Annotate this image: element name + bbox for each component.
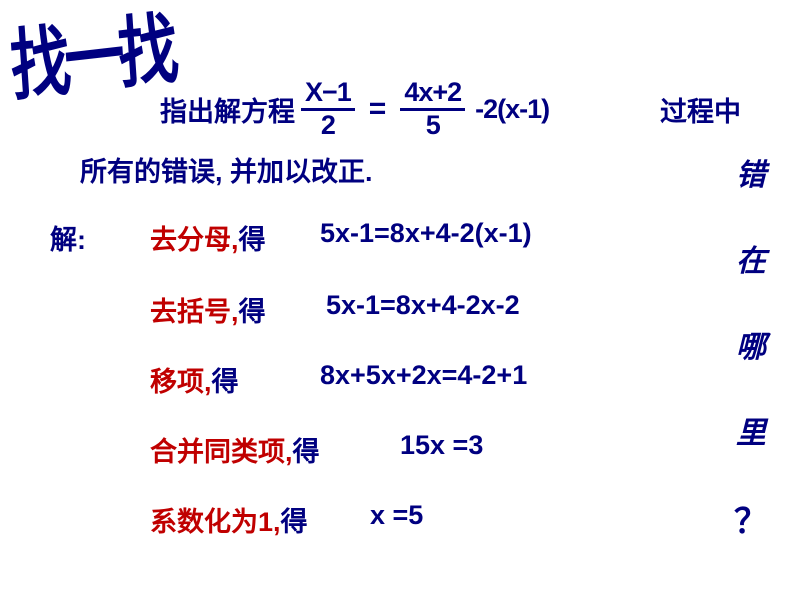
step3-expression: 8x+5x+2x=4-2+1	[320, 360, 527, 390]
frac2-numerator: 4x+2	[400, 78, 465, 111]
step4-expression: 15x =3	[400, 430, 483, 460]
step-5-expr: x =5	[370, 500, 423, 531]
v-char-3: 哪	[734, 322, 768, 366]
step-3-label: 移项,得	[150, 360, 239, 399]
step-1-label: 去分母,得	[150, 218, 266, 257]
frac2-denominator: 5	[422, 111, 444, 141]
v-char-4: 里	[734, 408, 768, 452]
problem-statement: 指出解方程 X−1 2 = 4x+2 5 -2(x-1)	[160, 78, 549, 140]
step-5-label: 系数化为1,得	[150, 500, 308, 539]
step1-expression: 5x-1=8x+4-2(x-1)	[320, 218, 532, 248]
step-1-expr: 5x-1=8x+4-2(x-1)	[320, 218, 532, 249]
step2-de: 得	[239, 297, 266, 327]
vertical-text: 错 在 哪 里 ？	[734, 150, 768, 585]
problem-lead: 指出解方程	[160, 90, 295, 129]
fraction-2: 4x+2 5	[400, 78, 465, 140]
step1-name: 去分母,	[150, 225, 239, 255]
step2-name: 去括号,	[150, 297, 239, 327]
step4-name: 合并同类项,	[150, 437, 293, 467]
v-char-1: 错	[734, 150, 768, 194]
v-char-2: 在	[734, 236, 768, 280]
step5-name: 系数化为1,	[150, 507, 281, 537]
step3-de: 得	[212, 367, 239, 397]
problem-after: 过程中	[660, 90, 741, 129]
problem-tail: -2(x-1)	[475, 94, 549, 125]
step3-name: 移项,	[150, 367, 212, 397]
v-char-5: ？	[734, 494, 768, 543]
frac1-numerator: X−1	[301, 78, 355, 111]
step-2-label: 去括号,得	[150, 290, 266, 329]
solution-label: 解:	[50, 218, 86, 257]
step-4-expr: 15x =3	[400, 430, 483, 461]
step1-de: 得	[239, 225, 266, 255]
step-4-label: 合并同类项,得	[150, 430, 320, 469]
frac1-denominator: 2	[317, 111, 339, 141]
step5-de: 得	[281, 507, 308, 537]
step5-expression: x =5	[370, 500, 423, 530]
step2-expression: 5x-1=8x+4-2x-2	[326, 290, 520, 320]
step-3-expr: 8x+5x+2x=4-2+1	[320, 360, 527, 391]
equals-sign: =	[369, 92, 387, 126]
step-2-expr: 5x-1=8x+4-2x-2	[326, 290, 520, 321]
title-heading: 找一找	[7, 0, 176, 117]
problem-line2: 所有的错误, 并加以改正.	[80, 150, 373, 189]
step4-de: 得	[293, 437, 320, 467]
fraction-1: X−1 2	[301, 78, 355, 140]
